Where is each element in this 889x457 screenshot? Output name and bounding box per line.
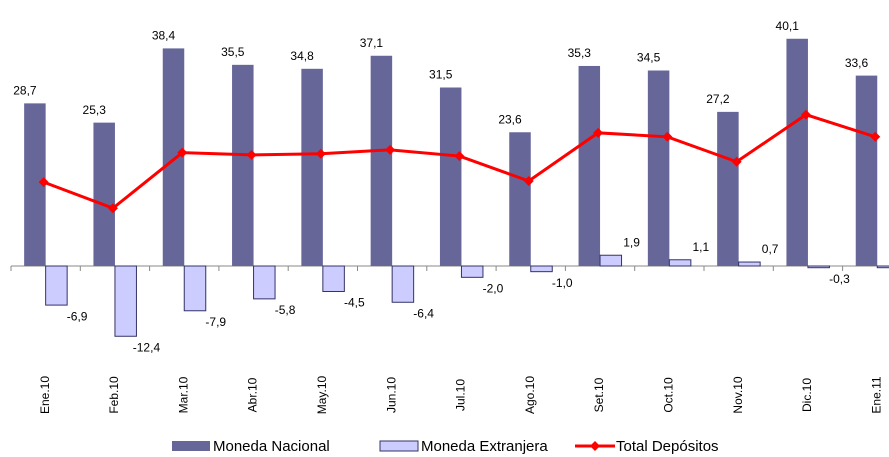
value-label: 1,9 xyxy=(623,235,640,249)
marker xyxy=(523,176,534,186)
marker xyxy=(593,127,604,138)
x-tick-label: Abr.10 xyxy=(246,377,260,412)
marker xyxy=(107,203,118,214)
value-label: 40,1 xyxy=(776,19,800,33)
x-tick-label: Feb.10 xyxy=(107,376,121,414)
marker xyxy=(315,148,326,159)
x-tick-label: May.10 xyxy=(315,375,329,414)
bar xyxy=(183,265,207,312)
value-label: -6,9 xyxy=(67,309,88,323)
marker xyxy=(177,147,188,158)
value-label: -7,9 xyxy=(205,315,226,329)
legend-swatch xyxy=(172,441,210,451)
bar xyxy=(786,38,808,267)
bar xyxy=(855,75,878,266)
value-label: -4,5 xyxy=(344,296,365,310)
bar xyxy=(24,103,46,266)
bar xyxy=(876,265,889,269)
value-label: -6,4 xyxy=(413,306,434,320)
bar xyxy=(578,65,601,266)
bar xyxy=(599,254,623,267)
x-tick-label: Ene.11 xyxy=(869,376,883,413)
bar xyxy=(253,265,276,300)
marker xyxy=(800,109,811,120)
bar xyxy=(717,111,739,266)
marker xyxy=(38,177,49,188)
value-label: 27,2 xyxy=(706,92,730,106)
marker xyxy=(385,144,396,155)
legend-item: Moneda Nacional xyxy=(172,438,330,455)
value-label: 33,6 xyxy=(845,56,869,70)
bar xyxy=(647,70,670,266)
legend-marker xyxy=(590,441,600,451)
value-label: 34,5 xyxy=(637,51,661,65)
bar xyxy=(807,265,830,269)
value-label: 28,7 xyxy=(13,84,37,98)
bar xyxy=(232,64,254,266)
bar xyxy=(93,122,115,266)
bar xyxy=(322,265,345,292)
x-tick-label: Nov.10 xyxy=(731,376,745,413)
legend-label: Moneda Nacional xyxy=(213,438,330,455)
x-tick-label: Dic.10 xyxy=(800,378,814,412)
bar xyxy=(738,261,761,267)
legend-item: Total Depósitos xyxy=(575,438,719,455)
value-label: 35,5 xyxy=(221,45,245,59)
marker xyxy=(246,149,257,160)
value-label: -12,4 xyxy=(133,340,161,354)
x-tick-label: Ene.10 xyxy=(38,376,52,414)
x-tick-label: Mar.10 xyxy=(176,376,190,413)
legend-swatch xyxy=(379,440,419,452)
bar xyxy=(114,265,137,337)
marker xyxy=(454,151,465,162)
bar xyxy=(162,48,185,267)
bar xyxy=(509,132,531,266)
value-label: -2,0 xyxy=(483,282,504,296)
marker xyxy=(870,131,881,142)
bar xyxy=(439,87,462,266)
bar xyxy=(530,265,553,273)
x-tick-label: Jul.10 xyxy=(454,379,468,411)
x-tick-label: Ago.10 xyxy=(523,376,537,414)
marker xyxy=(662,131,673,142)
value-label: 38,4 xyxy=(152,29,176,43)
legend-label: Moneda Extranjera xyxy=(421,438,548,455)
value-label: 25,3 xyxy=(83,103,107,117)
value-label: 0,7 xyxy=(762,242,779,256)
bar xyxy=(391,265,415,303)
value-label: 37,1 xyxy=(360,36,384,50)
marker xyxy=(731,156,742,167)
bar xyxy=(45,265,68,306)
value-label: 1,1 xyxy=(693,240,710,254)
x-tick-label: Oct.10 xyxy=(662,377,676,413)
x-tick-label: Set.10 xyxy=(592,377,606,412)
bar xyxy=(301,68,323,266)
x-tick-label: Jun.10 xyxy=(384,377,398,413)
value-label: -5,8 xyxy=(275,303,296,317)
bar xyxy=(370,55,393,267)
value-label: 23,6 xyxy=(498,112,522,126)
value-label: 34,8 xyxy=(290,49,314,63)
legend-item: Moneda Extranjera xyxy=(379,438,548,455)
value-label: -0,3 xyxy=(829,272,850,286)
bar xyxy=(460,265,484,278)
value-label: -1,0 xyxy=(552,276,573,290)
bar xyxy=(668,259,692,267)
value-label: 35,3 xyxy=(568,46,592,60)
legend-label: Total Depósitos xyxy=(616,438,719,455)
value-label: 31,5 xyxy=(429,68,453,82)
